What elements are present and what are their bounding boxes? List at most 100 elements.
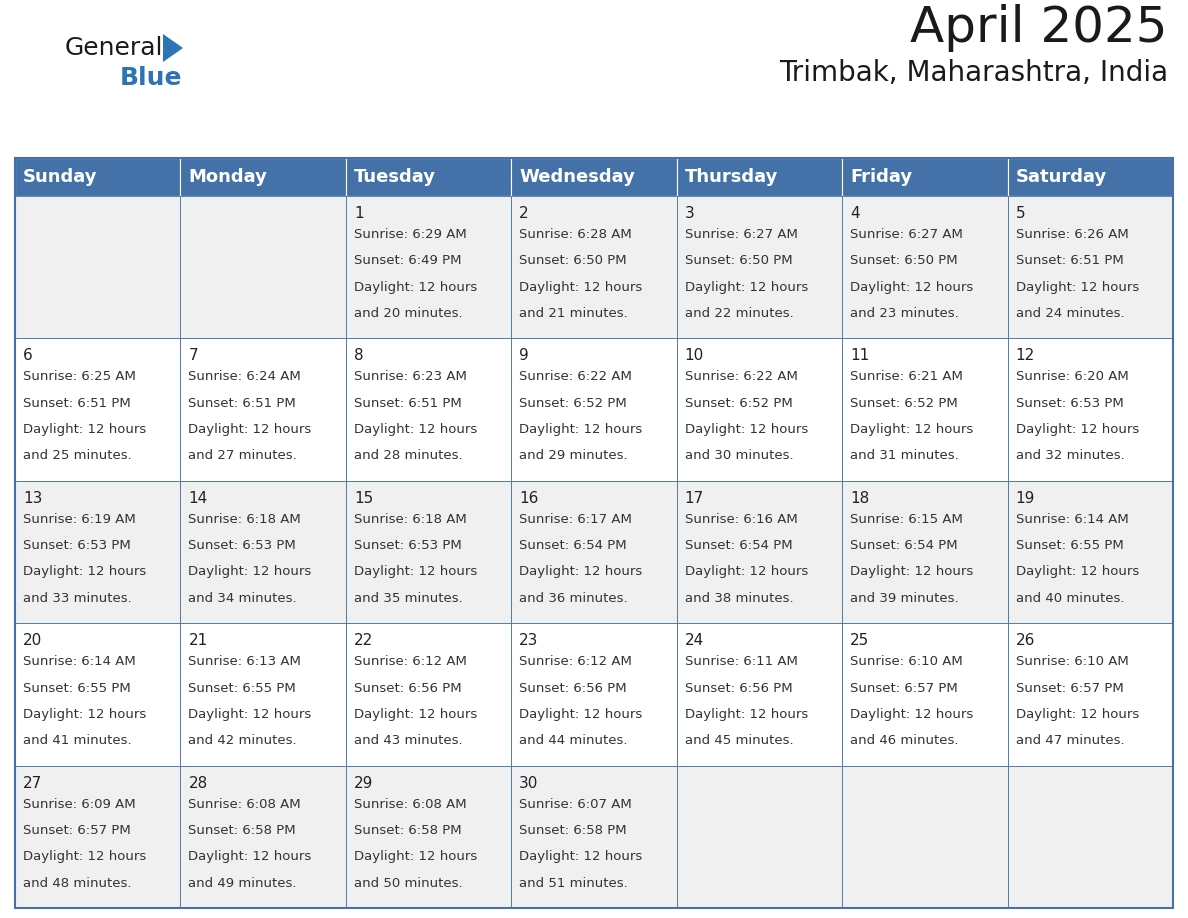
- Text: 7: 7: [189, 349, 198, 364]
- Text: Sunrise: 6:08 AM: Sunrise: 6:08 AM: [189, 798, 301, 811]
- Text: Sunrise: 6:25 AM: Sunrise: 6:25 AM: [23, 370, 135, 384]
- Text: 30: 30: [519, 776, 538, 790]
- Text: Daylight: 12 hours: Daylight: 12 hours: [354, 708, 478, 721]
- Text: and 46 minutes.: and 46 minutes.: [851, 734, 959, 747]
- Text: Sunset: 6:54 PM: Sunset: 6:54 PM: [851, 539, 958, 552]
- Text: Sunset: 6:49 PM: Sunset: 6:49 PM: [354, 254, 461, 267]
- Text: and 40 minutes.: and 40 minutes.: [1016, 592, 1124, 605]
- Text: Sunrise: 6:18 AM: Sunrise: 6:18 AM: [189, 513, 302, 526]
- Text: Sunrise: 6:23 AM: Sunrise: 6:23 AM: [354, 370, 467, 384]
- Text: 1: 1: [354, 206, 364, 221]
- Text: 6: 6: [23, 349, 33, 364]
- Text: Sunrise: 6:11 AM: Sunrise: 6:11 AM: [684, 655, 797, 668]
- Text: Daylight: 12 hours: Daylight: 12 hours: [851, 565, 973, 578]
- Text: and 34 minutes.: and 34 minutes.: [189, 592, 297, 605]
- Text: 17: 17: [684, 491, 704, 506]
- Text: Sunrise: 6:26 AM: Sunrise: 6:26 AM: [1016, 228, 1129, 241]
- Text: Daylight: 12 hours: Daylight: 12 hours: [519, 423, 643, 436]
- Text: and 43 minutes.: and 43 minutes.: [354, 734, 462, 747]
- Text: Sunset: 6:55 PM: Sunset: 6:55 PM: [189, 681, 296, 695]
- Bar: [511, 196, 677, 339]
- Text: Sunset: 6:56 PM: Sunset: 6:56 PM: [354, 681, 461, 695]
- Text: Sunset: 6:50 PM: Sunset: 6:50 PM: [851, 254, 958, 267]
- Text: and 44 minutes.: and 44 minutes.: [519, 734, 627, 747]
- Bar: [511, 158, 677, 196]
- Text: Monday: Monday: [189, 168, 267, 186]
- Text: Sunset: 6:51 PM: Sunset: 6:51 PM: [189, 397, 296, 409]
- Text: 14: 14: [189, 491, 208, 506]
- Text: and 35 minutes.: and 35 minutes.: [354, 592, 462, 605]
- Text: 8: 8: [354, 349, 364, 364]
- Text: Sunset: 6:56 PM: Sunset: 6:56 PM: [519, 681, 627, 695]
- Bar: [842, 196, 1007, 339]
- Text: 25: 25: [851, 633, 870, 648]
- Text: 23: 23: [519, 633, 538, 648]
- Bar: [15, 766, 181, 908]
- Text: Daylight: 12 hours: Daylight: 12 hours: [851, 423, 973, 436]
- Text: and 51 minutes.: and 51 minutes.: [519, 877, 628, 890]
- Text: Daylight: 12 hours: Daylight: 12 hours: [684, 565, 808, 578]
- Polygon shape: [163, 34, 183, 62]
- Text: Sunrise: 6:09 AM: Sunrise: 6:09 AM: [23, 798, 135, 811]
- Text: 2: 2: [519, 206, 529, 221]
- Text: and 20 minutes.: and 20 minutes.: [354, 307, 462, 320]
- Text: 26: 26: [1016, 633, 1035, 648]
- Text: Daylight: 12 hours: Daylight: 12 hours: [519, 281, 643, 294]
- Bar: [181, 766, 346, 908]
- Bar: [181, 623, 346, 766]
- Text: 12: 12: [1016, 349, 1035, 364]
- Text: Sunrise: 6:20 AM: Sunrise: 6:20 AM: [1016, 370, 1129, 384]
- Text: Daylight: 12 hours: Daylight: 12 hours: [354, 281, 478, 294]
- Text: Sunset: 6:58 PM: Sunset: 6:58 PM: [354, 824, 461, 837]
- Text: Daylight: 12 hours: Daylight: 12 hours: [23, 850, 146, 863]
- Text: 22: 22: [354, 633, 373, 648]
- Bar: [346, 196, 511, 339]
- Bar: [346, 481, 511, 623]
- Text: Daylight: 12 hours: Daylight: 12 hours: [1016, 423, 1139, 436]
- Text: Daylight: 12 hours: Daylight: 12 hours: [354, 423, 478, 436]
- Bar: [15, 623, 181, 766]
- Text: Sunrise: 6:24 AM: Sunrise: 6:24 AM: [189, 370, 302, 384]
- Bar: [15, 196, 181, 339]
- Text: Daylight: 12 hours: Daylight: 12 hours: [1016, 565, 1139, 578]
- Text: 3: 3: [684, 206, 695, 221]
- Text: Sunset: 6:56 PM: Sunset: 6:56 PM: [684, 681, 792, 695]
- Text: and 22 minutes.: and 22 minutes.: [684, 307, 794, 320]
- Bar: [677, 766, 842, 908]
- Text: and 49 minutes.: and 49 minutes.: [189, 877, 297, 890]
- Text: and 31 minutes.: and 31 minutes.: [851, 450, 959, 463]
- Text: 28: 28: [189, 776, 208, 790]
- Text: 27: 27: [23, 776, 43, 790]
- Text: Sunset: 6:52 PM: Sunset: 6:52 PM: [851, 397, 958, 409]
- Text: 16: 16: [519, 491, 538, 506]
- Bar: [346, 623, 511, 766]
- Text: Daylight: 12 hours: Daylight: 12 hours: [354, 565, 478, 578]
- Text: 19: 19: [1016, 491, 1035, 506]
- Text: Sunset: 6:54 PM: Sunset: 6:54 PM: [519, 539, 627, 552]
- Text: Sunrise: 6:22 AM: Sunrise: 6:22 AM: [684, 370, 797, 384]
- Text: Thursday: Thursday: [684, 168, 778, 186]
- Text: and 24 minutes.: and 24 minutes.: [1016, 307, 1124, 320]
- Bar: [677, 623, 842, 766]
- Text: Trimbak, Maharashtra, India: Trimbak, Maharashtra, India: [779, 59, 1168, 87]
- Text: Sunrise: 6:14 AM: Sunrise: 6:14 AM: [1016, 513, 1129, 526]
- Text: Sunrise: 6:27 AM: Sunrise: 6:27 AM: [851, 228, 963, 241]
- Text: Daylight: 12 hours: Daylight: 12 hours: [189, 565, 311, 578]
- Bar: [1007, 196, 1173, 339]
- Text: 4: 4: [851, 206, 860, 221]
- Bar: [511, 766, 677, 908]
- Text: Daylight: 12 hours: Daylight: 12 hours: [1016, 281, 1139, 294]
- Bar: [677, 339, 842, 481]
- Text: Sunrise: 6:14 AM: Sunrise: 6:14 AM: [23, 655, 135, 668]
- Text: Daylight: 12 hours: Daylight: 12 hours: [1016, 708, 1139, 721]
- Bar: [677, 481, 842, 623]
- Bar: [15, 158, 181, 196]
- Bar: [511, 623, 677, 766]
- Text: General: General: [65, 36, 164, 60]
- Text: Sunset: 6:58 PM: Sunset: 6:58 PM: [189, 824, 296, 837]
- Text: and 38 minutes.: and 38 minutes.: [684, 592, 794, 605]
- Text: Sunset: 6:52 PM: Sunset: 6:52 PM: [684, 397, 792, 409]
- Text: and 42 minutes.: and 42 minutes.: [189, 734, 297, 747]
- Text: Sunset: 6:50 PM: Sunset: 6:50 PM: [684, 254, 792, 267]
- Text: Saturday: Saturday: [1016, 168, 1107, 186]
